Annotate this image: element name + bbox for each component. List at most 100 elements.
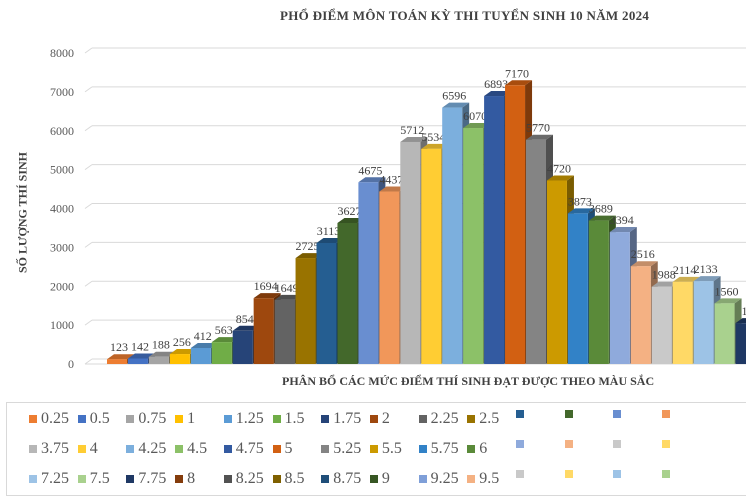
- bar: [651, 286, 672, 364]
- bar-top: [672, 276, 700, 282]
- data-label: 188: [152, 338, 170, 352]
- bar: [148, 356, 169, 364]
- legend-label: 6: [479, 440, 488, 457]
- legend-label: 0.5: [89, 410, 110, 427]
- bar-top: [316, 237, 344, 243]
- legend-swatch: [613, 470, 622, 478]
- legend-swatch: [662, 440, 671, 448]
- legend-swatch: [467, 445, 476, 453]
- gridline-depth: [84, 319, 93, 326]
- legend-swatch: [29, 415, 37, 423]
- bar-top: [693, 276, 721, 282]
- legend-item: 5.25: [321, 440, 361, 458]
- legend-item: 8.75: [321, 470, 361, 488]
- legend-label: 4: [89, 440, 98, 457]
- bar-top: [442, 102, 470, 108]
- bar: [421, 148, 442, 364]
- bar: [567, 213, 588, 364]
- legend-label: 5.5: [381, 440, 402, 457]
- bar: [358, 182, 379, 364]
- gridline-depth: [84, 86, 93, 93]
- legend-swatch: [418, 445, 427, 453]
- bar-top: [190, 342, 218, 348]
- legend-item: [662, 440, 674, 448]
- legend-label: 4.25: [138, 440, 167, 457]
- data-label: 3627: [337, 204, 361, 218]
- legend-item: 4.5: [175, 440, 207, 458]
- legend-swatch: [369, 445, 378, 453]
- bar-top: [609, 227, 637, 233]
- data-label: 10: [742, 304, 746, 318]
- legend-swatch: [662, 410, 671, 418]
- data-label: 2516: [631, 247, 655, 261]
- bar-top: [567, 208, 595, 214]
- data-label: 4437: [379, 173, 403, 187]
- legend-label: 7.75: [138, 470, 167, 487]
- bar: [232, 330, 253, 364]
- legend-label: 8: [187, 470, 196, 487]
- legend-swatch: [77, 445, 86, 453]
- bar-top: [630, 261, 658, 267]
- legend-label: 1.5: [284, 410, 305, 427]
- legend-swatch: [77, 415, 86, 423]
- y-tick-label: 6000: [50, 124, 74, 138]
- legend-swatch: [564, 470, 573, 478]
- legend-label: 2.5: [479, 410, 500, 427]
- y-tick-label: 5000: [50, 163, 74, 177]
- legend-label: 3.75: [41, 440, 69, 457]
- x-axis-label: PHÂN BỔ CÁC MỨC ĐIỂM THÍ SINH ĐẠT ĐƯỢC T…: [282, 374, 655, 388]
- legend-item: 4: [77, 440, 98, 458]
- bar-top: [546, 175, 574, 181]
- legend-label: 7.5: [89, 470, 110, 487]
- legend-item: 9.5: [467, 470, 499, 488]
- gridline-depth: [84, 164, 93, 171]
- data-label: 1560: [715, 284, 739, 298]
- legend-item: 8.25: [223, 470, 264, 488]
- legend-item: 7.5: [77, 470, 110, 488]
- legend-item: 1.5: [272, 410, 305, 428]
- legend-label: 9.5: [479, 470, 500, 487]
- y-tick-label: 1000: [50, 318, 74, 332]
- bar: [107, 359, 127, 364]
- legend-item: [516, 410, 528, 418]
- y-tick-label: 0: [68, 357, 74, 371]
- gridline-depth: [84, 280, 93, 287]
- bar: [253, 298, 274, 364]
- legend-swatch: [516, 440, 524, 448]
- legend-swatch: [272, 415, 281, 423]
- y-tick-label: 2000: [50, 279, 74, 293]
- legend-swatch: [516, 410, 524, 418]
- legend-swatch: [467, 475, 476, 483]
- bar: [379, 191, 400, 364]
- legend-item: 2: [369, 410, 390, 428]
- legend-label: 0.75: [138, 410, 167, 427]
- bar-top: [107, 354, 134, 360]
- legend-swatch: [223, 415, 232, 423]
- legend-swatch: [126, 475, 135, 483]
- legend-swatch: [272, 445, 281, 453]
- data-label: 5770: [526, 121, 550, 135]
- bar-top: [295, 253, 323, 259]
- legend-item: 1.75: [321, 410, 361, 428]
- legend-label: 8.75: [333, 470, 362, 487]
- bar-top: [148, 351, 176, 357]
- legend-swatch: [175, 475, 184, 483]
- data-label: 3113: [317, 224, 341, 238]
- legend-swatch: [369, 475, 378, 483]
- bar: [190, 347, 211, 364]
- bar: [693, 281, 714, 364]
- chart-title: PHỔ ĐIỂM MÔN TOÁN KỲ THI TUYỂN SINH 10 N…: [280, 8, 650, 23]
- legend-label: 8.5: [284, 470, 305, 487]
- legend-swatch: [77, 475, 86, 483]
- bar: [505, 85, 526, 365]
- bar: [714, 303, 735, 364]
- bar-top: [526, 134, 553, 140]
- bar-top: [169, 349, 197, 355]
- bar: [526, 139, 546, 364]
- legend-label: 4.75: [235, 440, 264, 457]
- bar-top: [735, 318, 746, 324]
- bar-top: [484, 91, 512, 97]
- bar: [588, 220, 609, 364]
- bar-top: [337, 218, 365, 224]
